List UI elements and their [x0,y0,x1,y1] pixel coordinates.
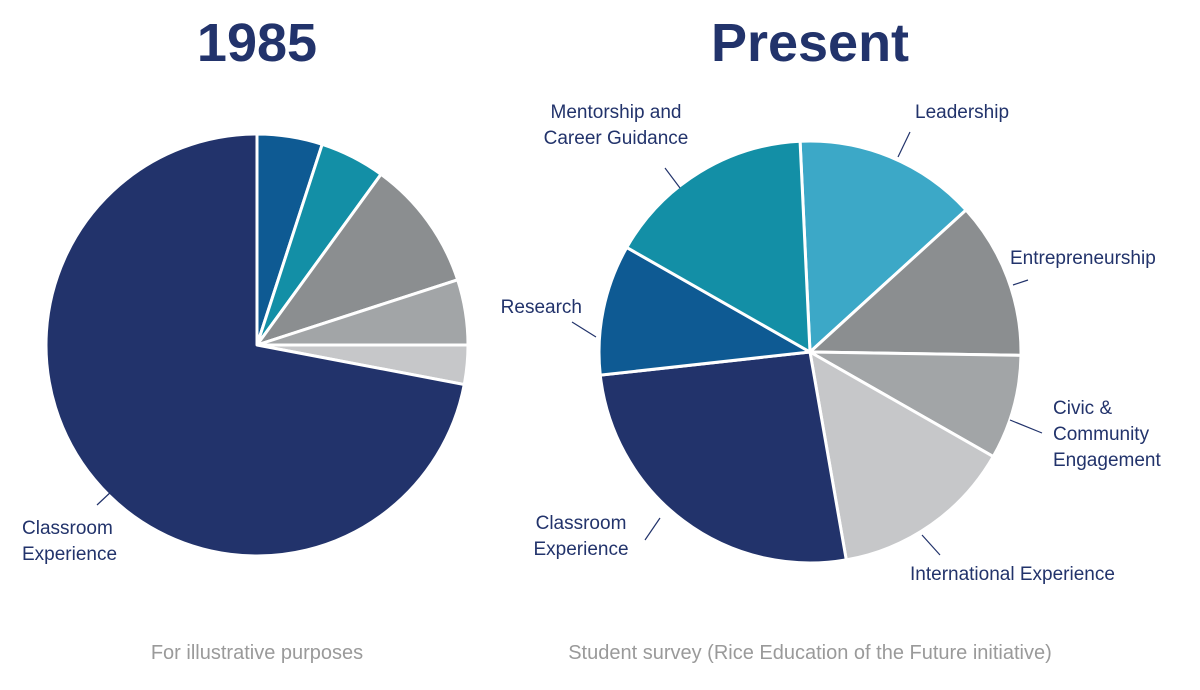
pie-slice [625,139,812,354]
chart-title: Present [710,13,910,73]
pie-slice [255,172,460,347]
leader-line [1009,419,1043,434]
pie-slice [598,350,848,565]
slice-label: Research [500,297,582,318]
pie-slice [808,208,1023,357]
slice-label: Civic & Community Engagement [1053,398,1161,471]
chart-title: 1985 [196,13,318,73]
pie-slice [808,350,995,562]
leader-line [664,167,681,189]
pie-slice [44,132,466,558]
pie-slice [808,350,1023,459]
slice-label: Classroom Experience [22,518,118,565]
chart-note: Student survey (Rice Education of the Fu… [568,642,1052,664]
leader-line [571,321,597,338]
slice-label: Entrepreneurship [1010,248,1156,269]
leader-line [96,489,114,506]
slice-label: Classroom Experience [533,513,629,560]
leader-line [897,131,911,158]
leader-line [644,517,661,541]
leader-line [1012,279,1029,286]
pie-slice [597,245,812,377]
slice-label: Leadership [915,102,1010,123]
leader-line [921,534,941,556]
chart-note: For illustrative purposes [150,642,364,664]
pie-slice [798,139,968,354]
slice-label: Mentorship and Career Guidance [543,102,689,149]
slice-label: International Experience [910,564,1115,585]
